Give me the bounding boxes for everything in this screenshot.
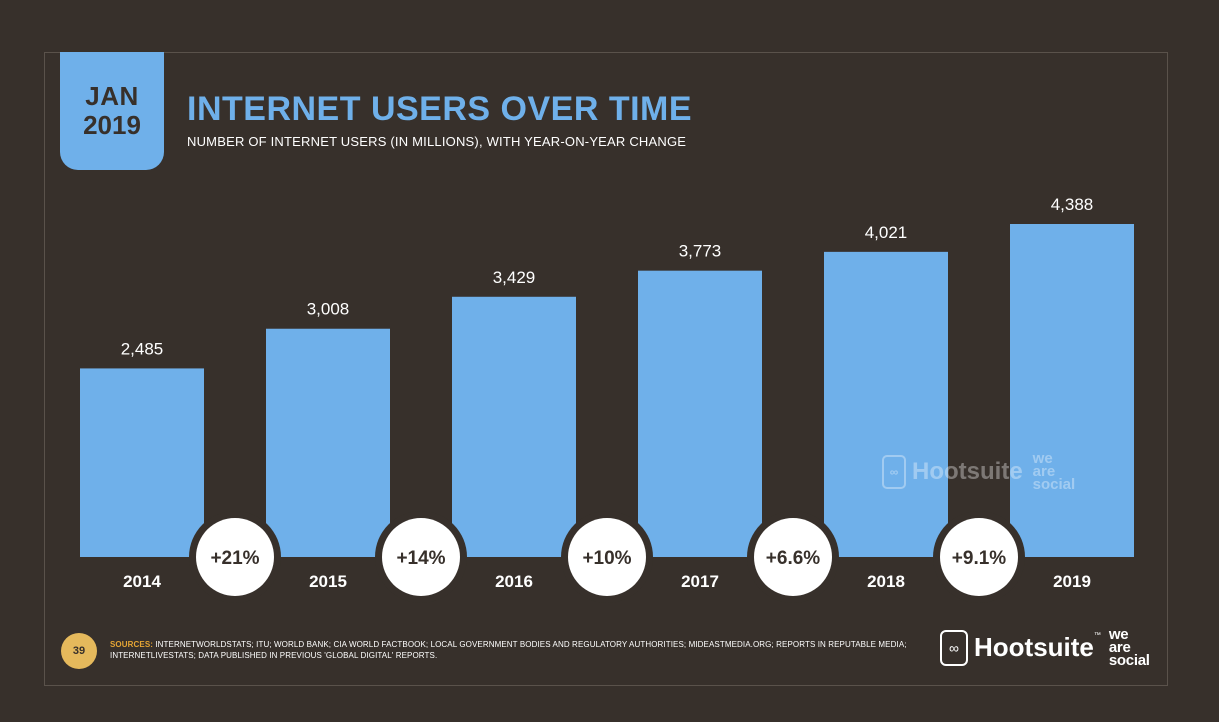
change-badge <box>382 518 460 596</box>
owl-icon: ∞ <box>940 629 968 666</box>
sources-text: INTERNETWORLDSTATS; ITU; WORLD BANK; CIA… <box>110 640 907 660</box>
page-title: INTERNET USERS OVER TIME <box>187 90 693 128</box>
bar-value-label: 3,008 <box>307 300 350 319</box>
bar <box>452 296 576 557</box>
category-label: 2019 <box>1053 572 1091 591</box>
slide-frame <box>44 52 1168 686</box>
change-badge <box>940 518 1018 596</box>
change-label: +21% <box>210 548 259 569</box>
bar <box>80 368 204 557</box>
category-label: 2017 <box>681 572 719 591</box>
brand-trademark: ™ <box>1093 632 1101 639</box>
bar-value-label: 2,485 <box>121 339 164 358</box>
watermark-partner-line2: are <box>1032 463 1056 480</box>
bar-value-label: 3,429 <box>493 268 536 287</box>
partner-line1: we <box>1108 626 1129 643</box>
page-number: 39 <box>61 633 97 669</box>
watermark-brand: Hootsuite <box>912 457 1023 485</box>
date-month: JAN <box>85 81 139 111</box>
bar-value-label: 4,021 <box>865 223 908 242</box>
bar <box>824 251 948 557</box>
partner-line2: are <box>1108 639 1131 656</box>
change-label: +10% <box>582 548 631 569</box>
category-label: 2014 <box>123 572 161 591</box>
bar-value-label: 4,388 <box>1051 195 1094 214</box>
date-badge: JAN 2019 <box>60 52 164 170</box>
hootsuite-watermark: ∞ Hootsuite we are social <box>882 450 1076 493</box>
change-label: +6.6% <box>766 548 821 569</box>
category-label: 2016 <box>495 572 533 591</box>
date-year: 2019 <box>83 110 141 140</box>
partner-line3: social <box>1108 652 1150 669</box>
category-label: 2018 <box>867 572 905 591</box>
bar-value-label: 3,773 <box>679 242 722 261</box>
watermark-partner-line1: we <box>1032 450 1053 467</box>
change-label: +9.1% <box>952 548 1007 569</box>
watermark-partner-line3: social <box>1032 476 1076 493</box>
change-badge <box>754 518 832 596</box>
category-label: 2015 <box>309 572 347 591</box>
page-subtitle: NUMBER OF INTERNET USERS (IN MILLIONS), … <box>187 134 687 149</box>
change-badge <box>568 518 646 596</box>
brand-name: Hootsuite <box>974 632 1094 662</box>
partner-logo: we are social <box>1108 626 1150 669</box>
watermark-partner: we are social <box>1032 450 1076 493</box>
bar <box>638 270 762 557</box>
bar <box>266 328 390 557</box>
bar <box>1010 224 1134 557</box>
footer-brand: ∞ Hootsuite ™ we are social <box>940 626 1150 669</box>
change-label: +14% <box>396 548 445 569</box>
sources-note: SOURCES: INTERNETWORLDSTATS; ITU; WORLD … <box>110 639 910 661</box>
sources-label: SOURCES: <box>110 640 154 649</box>
change-badge <box>196 518 274 596</box>
owl-icon: ∞ <box>882 454 906 489</box>
